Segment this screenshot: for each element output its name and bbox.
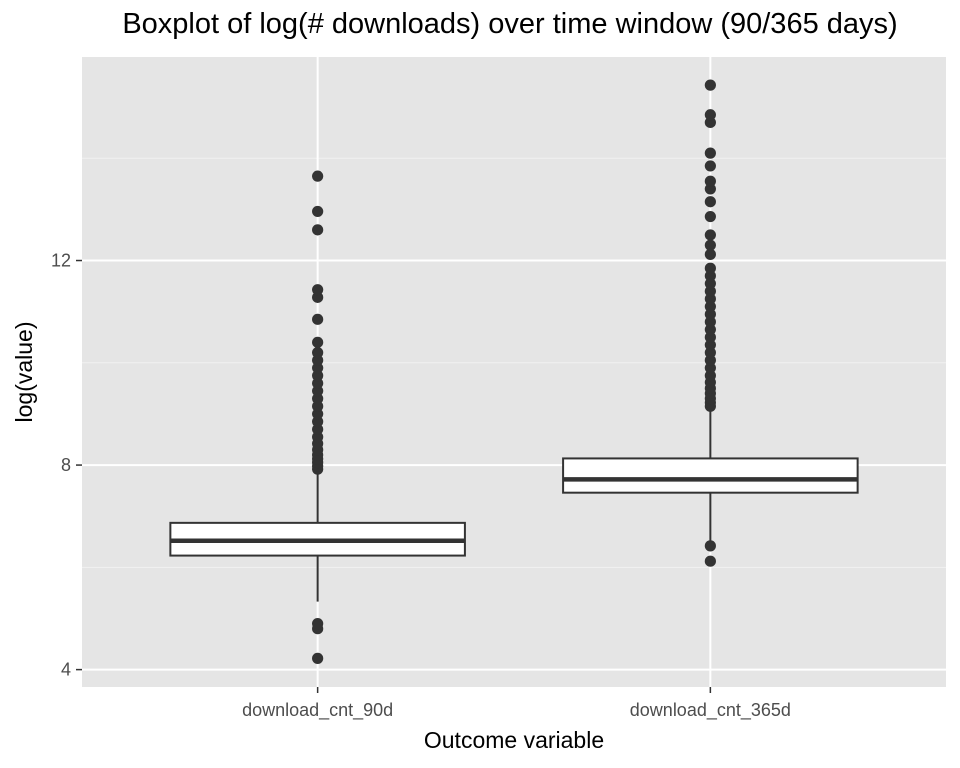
minor-gridlines <box>82 157 946 568</box>
y-axis-title: log(value) <box>11 322 37 423</box>
y-tick-label: 8 <box>61 455 71 475</box>
outlier-point <box>704 323 716 336</box>
outlier-point <box>312 385 324 397</box>
outlier-point <box>704 285 716 297</box>
outlier-point <box>704 540 716 552</box>
outlier-point <box>704 339 716 351</box>
outlier-point <box>704 160 716 172</box>
outlier-point <box>312 400 324 412</box>
y-tick-label: 12 <box>51 251 71 271</box>
outlier-point <box>312 354 324 366</box>
outlier-point <box>704 308 716 320</box>
outlier-point <box>704 116 716 129</box>
outlier-point <box>704 354 716 366</box>
outlier-point <box>704 79 716 91</box>
outlier-point <box>312 369 324 382</box>
iqr-box <box>562 457 859 494</box>
outlier-point <box>312 416 324 428</box>
outlier-point <box>704 248 716 260</box>
box-series <box>169 79 859 664</box>
outlier-point <box>312 617 324 630</box>
outlier-point <box>704 277 716 290</box>
outlier-point <box>704 175 716 187</box>
outlier-point <box>704 293 716 305</box>
chart-title: Boxplot of log(# downloads) over time wi… <box>122 8 898 40</box>
outlier-point <box>312 377 324 389</box>
outlier-point <box>312 431 324 443</box>
y-axis: 4 8 12 <box>51 251 82 680</box>
outlier-point <box>312 652 324 664</box>
outlier-point <box>312 224 324 236</box>
outlier-point <box>312 423 324 435</box>
outlier-point <box>704 316 716 328</box>
outlier-point <box>704 239 716 251</box>
box-download_cnt_365d <box>562 79 859 567</box>
outlier-point <box>312 336 324 348</box>
outlier-point <box>312 284 324 296</box>
outlier-point <box>704 369 716 382</box>
outlier-point <box>704 229 716 241</box>
outlier-point <box>704 331 716 343</box>
outlier-point <box>704 183 716 195</box>
y-tick-label: 4 <box>61 660 71 680</box>
outlier-point <box>312 346 324 359</box>
outlier-point <box>312 313 324 325</box>
x-tick-label: download_cnt_90d <box>242 700 393 721</box>
outlier-point <box>312 205 324 218</box>
outlier-point <box>704 555 716 567</box>
outlier-point <box>704 210 716 223</box>
outlier-point <box>704 346 716 359</box>
outlier-point <box>704 109 716 121</box>
outlier-point <box>312 170 324 182</box>
outlier-point <box>312 392 324 405</box>
plot-panel <box>82 57 946 687</box>
box-download_cnt_90d <box>169 170 466 664</box>
outlier-point <box>704 262 716 274</box>
outlier-point <box>312 408 324 420</box>
outlier-point <box>704 196 716 208</box>
x-axis-title: Outcome variable <box>424 727 604 753</box>
outlier-point <box>704 362 716 374</box>
outlier-point <box>704 270 716 282</box>
outlier-point <box>704 300 716 313</box>
outlier-point <box>704 147 716 159</box>
outlier-point <box>312 362 324 374</box>
x-axis: download_cnt_90d download_cnt_365d <box>242 687 791 721</box>
outlier-point <box>312 291 324 303</box>
x-tick-label: download_cnt_365d <box>630 700 791 721</box>
